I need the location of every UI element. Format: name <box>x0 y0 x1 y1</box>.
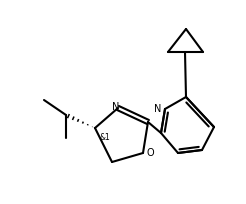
Text: O: O <box>146 148 154 158</box>
Text: N: N <box>112 102 120 112</box>
Text: N: N <box>154 104 162 114</box>
Text: &1: &1 <box>99 133 110 142</box>
